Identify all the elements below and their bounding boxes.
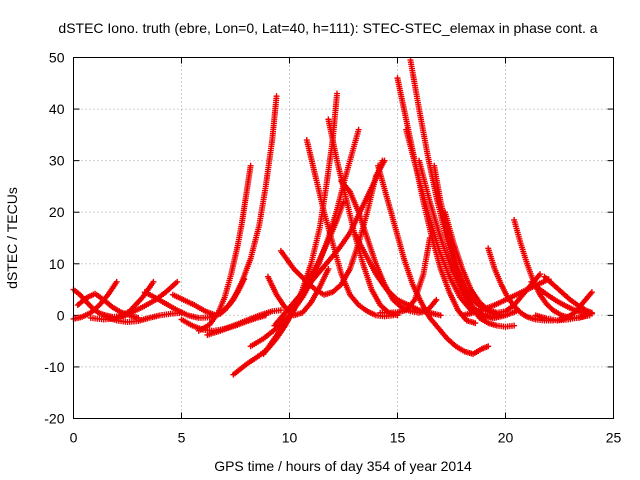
y-tick-label: -10 <box>44 359 64 375</box>
data-series <box>264 265 332 319</box>
data-point <box>150 278 157 285</box>
data-point <box>426 235 433 241</box>
x-tick-label: 5 <box>178 430 186 446</box>
data-point <box>113 278 120 285</box>
x-tick-label: 20 <box>498 430 514 446</box>
y-tick-label: 40 <box>49 101 65 117</box>
data-point <box>273 93 280 100</box>
data-point <box>537 271 544 278</box>
data-series <box>204 307 284 338</box>
data-point <box>485 343 492 350</box>
plot-frame <box>73 57 614 419</box>
data-series <box>351 229 444 319</box>
tick-labels: 0 5 10 15 20 25 -20 -10 0 10 20 30 40 50 <box>44 50 621 446</box>
data-series <box>325 116 401 319</box>
y-axis-label: dSTEC / TECUs <box>4 187 20 289</box>
y-tick-label: 50 <box>49 50 65 66</box>
data-point <box>511 322 518 329</box>
data-point <box>174 278 181 285</box>
data-series <box>532 312 593 324</box>
x-tick-label: 0 <box>70 430 78 446</box>
data-series <box>377 235 433 316</box>
data-series <box>113 278 181 321</box>
chart-title: dSTEC Iono. truth (ebre, Lon=0, Lat=40, … <box>58 20 597 36</box>
data-series <box>459 276 552 319</box>
x-axis-label: GPS time / hours of day 354 of year 2014 <box>214 458 472 474</box>
data-points <box>70 57 595 378</box>
data-point <box>247 162 254 169</box>
data-point <box>437 312 444 319</box>
data-point <box>586 312 593 319</box>
data-point <box>277 307 284 314</box>
x-tick-label: 25 <box>606 430 622 446</box>
data-point <box>355 126 362 133</box>
y-tick-label: 10 <box>49 256 65 272</box>
data-point <box>325 265 332 272</box>
data-point <box>472 320 479 327</box>
data-point <box>433 296 440 303</box>
data-series <box>416 157 520 321</box>
data-point <box>381 157 388 164</box>
y-tick-label: -20 <box>44 411 64 427</box>
y-tick-label: 20 <box>49 204 65 220</box>
data-series <box>230 90 341 378</box>
x-tick-label: 10 <box>282 430 298 446</box>
data-point <box>548 305 555 312</box>
data-point <box>588 289 595 296</box>
y-tick-label: 30 <box>49 153 65 169</box>
data-series <box>169 93 280 319</box>
data-series <box>102 309 185 326</box>
data-series <box>375 162 492 358</box>
y-tick-label: 0 <box>57 307 65 323</box>
data-point <box>334 90 341 97</box>
x-tick-label: 15 <box>390 430 406 446</box>
data-point <box>340 198 347 205</box>
data-series <box>195 162 254 334</box>
